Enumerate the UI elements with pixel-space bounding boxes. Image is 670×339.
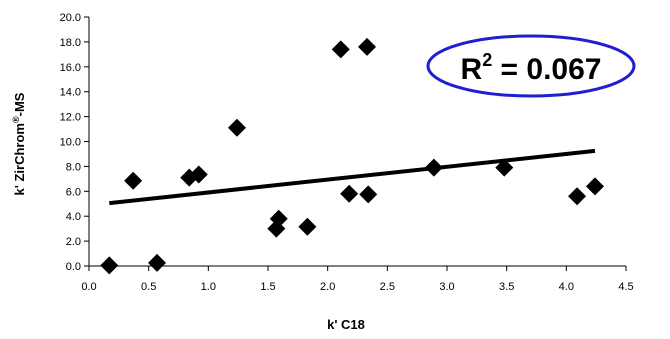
data-point — [495, 158, 514, 177]
y-tick-label: 18.0 — [60, 37, 81, 49]
annotation-ellipse — [426, 34, 636, 98]
y-axis-label: k' ZirChrom®-MS — [11, 92, 27, 195]
data-points — [100, 37, 604, 275]
y-tick-label: 20.0 — [60, 12, 81, 24]
x-tick-label: 4.0 — [559, 281, 574, 293]
x-tick-label: 2.0 — [320, 281, 335, 293]
r-squared-annotation: R2 = 0.067 — [426, 34, 636, 98]
y-axis-label-sup: ® — [11, 116, 21, 123]
data-point — [148, 253, 167, 272]
data-point — [424, 158, 443, 177]
data-point — [340, 184, 359, 203]
x-tick-label: 2.5 — [380, 281, 395, 293]
annotation-text: R2 = 0.067 — [461, 50, 602, 86]
data-point — [358, 37, 377, 56]
x-tick-label: 1.0 — [201, 281, 216, 293]
y-tick-label: 2.0 — [66, 236, 81, 248]
y-tick-label: 14.0 — [60, 87, 81, 99]
y-tick-label: 8.0 — [66, 161, 81, 173]
data-point — [298, 217, 317, 236]
x-tick-label: 0.0 — [81, 281, 96, 293]
data-point — [100, 256, 119, 275]
tick-labels: 0.0 0.5 1.0 1.5 2.0 2.5 3.0 3.5 4.0 4.5 0.0 2.0 4.0 6… — [60, 12, 634, 293]
y-axis-label-tail: -MS — [12, 92, 27, 116]
y-axis-label-main: k' ZirChrom — [12, 123, 27, 195]
data-point — [269, 209, 288, 228]
data-point — [227, 118, 246, 137]
data-point — [585, 177, 604, 196]
axes — [84, 16, 627, 271]
x-tick-label: 3.5 — [499, 281, 514, 293]
x-tick-label: 1.5 — [260, 281, 275, 293]
data-point — [124, 171, 143, 190]
data-point — [189, 165, 208, 184]
x-axis-label: k' C18 — [327, 317, 365, 332]
x-tick-label: 4.5 — [618, 281, 633, 293]
y-tick-label: 10.0 — [60, 137, 81, 149]
y-tick-label: 6.0 — [66, 186, 81, 198]
data-point — [568, 187, 587, 206]
x-tick-label: 3.0 — [439, 281, 454, 293]
data-point — [331, 40, 350, 59]
y-tick-label: 16.0 — [60, 62, 81, 74]
y-tick-label: 4.0 — [66, 211, 81, 223]
y-tick-label: 12.0 — [60, 112, 81, 124]
y-tick-label: 0.0 — [66, 261, 81, 273]
trend-line — [109, 148, 596, 206]
x-tick-label: 0.5 — [141, 281, 156, 293]
data-point — [359, 185, 378, 204]
